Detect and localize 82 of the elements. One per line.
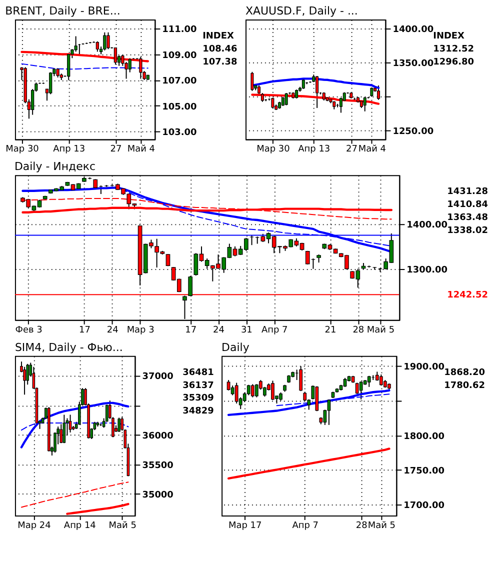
chart-title: SIM4, Daily - Фью...: [14, 340, 123, 354]
x-tick-label: Май 5: [108, 520, 136, 531]
candlestick: [166, 254, 170, 267]
x-tick-label: Мар 3: [126, 325, 154, 336]
y-tick-label: 36000: [142, 431, 174, 442]
candlestick: [226, 380, 230, 391]
x-tick-label: Апр 7: [261, 325, 288, 336]
x-tick-label: Мар 17: [228, 520, 262, 531]
text: 34829: [182, 406, 214, 417]
y-tick-label: 1800.00: [404, 432, 445, 442]
text: 1868.20: [444, 368, 485, 378]
candlestick: [103, 32, 106, 51]
candlestick: [68, 414, 72, 433]
x-tick-label: 31: [240, 325, 252, 336]
x-tick-label: 17: [185, 325, 197, 336]
candlestick: [96, 40, 100, 52]
chart-title: XAUUSD.F, Daily - ...: [246, 4, 358, 18]
y-tick-label: 1400.00: [392, 24, 434, 35]
text: 36137: [182, 380, 214, 391]
text: INDEX: [202, 31, 234, 42]
y-tick-label: 1400.00: [406, 220, 448, 231]
text: 107.38: [202, 57, 238, 68]
candlestick: [250, 384, 254, 398]
line-series: [227, 448, 390, 480]
text: 1780.62: [444, 380, 485, 391]
y-tick-label: 105.00: [162, 102, 197, 112]
chart-title: Daily: [222, 340, 250, 354]
x-tick-label: Апр 13: [53, 144, 86, 155]
x-tick-label: Апр 14: [64, 520, 96, 531]
line-series: [66, 502, 130, 515]
y-tick-label: 111.00: [162, 25, 197, 36]
text: 1363.48: [447, 213, 488, 224]
text: 1296.80: [433, 57, 474, 68]
candlestick: [106, 32, 110, 50]
x-tick-label: 27: [346, 144, 358, 155]
y-tick-label: 1700.00: [404, 500, 445, 511]
x-tick-label: Май 4: [358, 144, 386, 155]
x-tick-label: Мар 24: [18, 520, 52, 531]
text: INDEX: [433, 31, 465, 42]
x-tick-label: 27: [110, 144, 122, 155]
y-tick-label: 107.00: [162, 76, 197, 87]
x-tick-label: Мар 30: [256, 144, 290, 155]
x-tick-label: Май 5: [368, 520, 396, 531]
y-tick-label: 35000: [142, 490, 174, 500]
line-series: [227, 389, 390, 416]
y-tick-label: 1250.00: [392, 126, 434, 137]
x-tick-label: 21: [324, 325, 336, 336]
y-tick-label: 37000: [142, 372, 174, 382]
candlestick: [250, 71, 254, 92]
text: 35309: [182, 394, 214, 404]
chart-title: Daily - Индекс: [14, 160, 96, 174]
x-tick-label: 24: [213, 325, 225, 336]
x-tick-label: Май 5: [366, 325, 395, 336]
x-tick-label: Фев 3: [15, 325, 42, 336]
y-tick-label: 1300.00: [406, 265, 448, 276]
candlestick: [254, 384, 258, 398]
y-tick-label: 35500: [142, 460, 174, 471]
x-tick-label: 28: [352, 325, 364, 336]
ref-line-label: 1242.52: [447, 290, 488, 301]
y-tick-label: 1350.00: [392, 58, 434, 69]
x-tick-label: Апр 7: [292, 520, 318, 531]
line-series: [20, 402, 130, 448]
text: 1410.84: [447, 200, 488, 210]
text: 1338.02: [447, 226, 488, 236]
text: 108.46: [202, 44, 238, 54]
text: 1431.28: [447, 187, 488, 198]
y-tick-label: 1750.00: [404, 466, 445, 476]
x-tick-label: Апр 13: [298, 144, 330, 155]
x-tick-label: 17: [78, 325, 90, 336]
y-tick-label: 109.00: [162, 50, 197, 61]
text: 1312.52: [433, 44, 474, 54]
chart-title: BRENT, Daily - BRE...: [5, 4, 120, 18]
candlestick: [327, 398, 331, 426]
x-tick-label: Мар 30: [6, 144, 40, 155]
x-tick-label: 28: [356, 520, 368, 531]
x-tick-label: Май 4: [127, 144, 156, 155]
line-series: [20, 482, 129, 508]
x-tick-label: 24: [106, 325, 119, 336]
text: 36481: [182, 368, 214, 378]
candlestick: [118, 417, 120, 432]
y-tick-label: 103.00: [162, 128, 197, 138]
y-tick-label: 1900.00: [404, 362, 445, 373]
